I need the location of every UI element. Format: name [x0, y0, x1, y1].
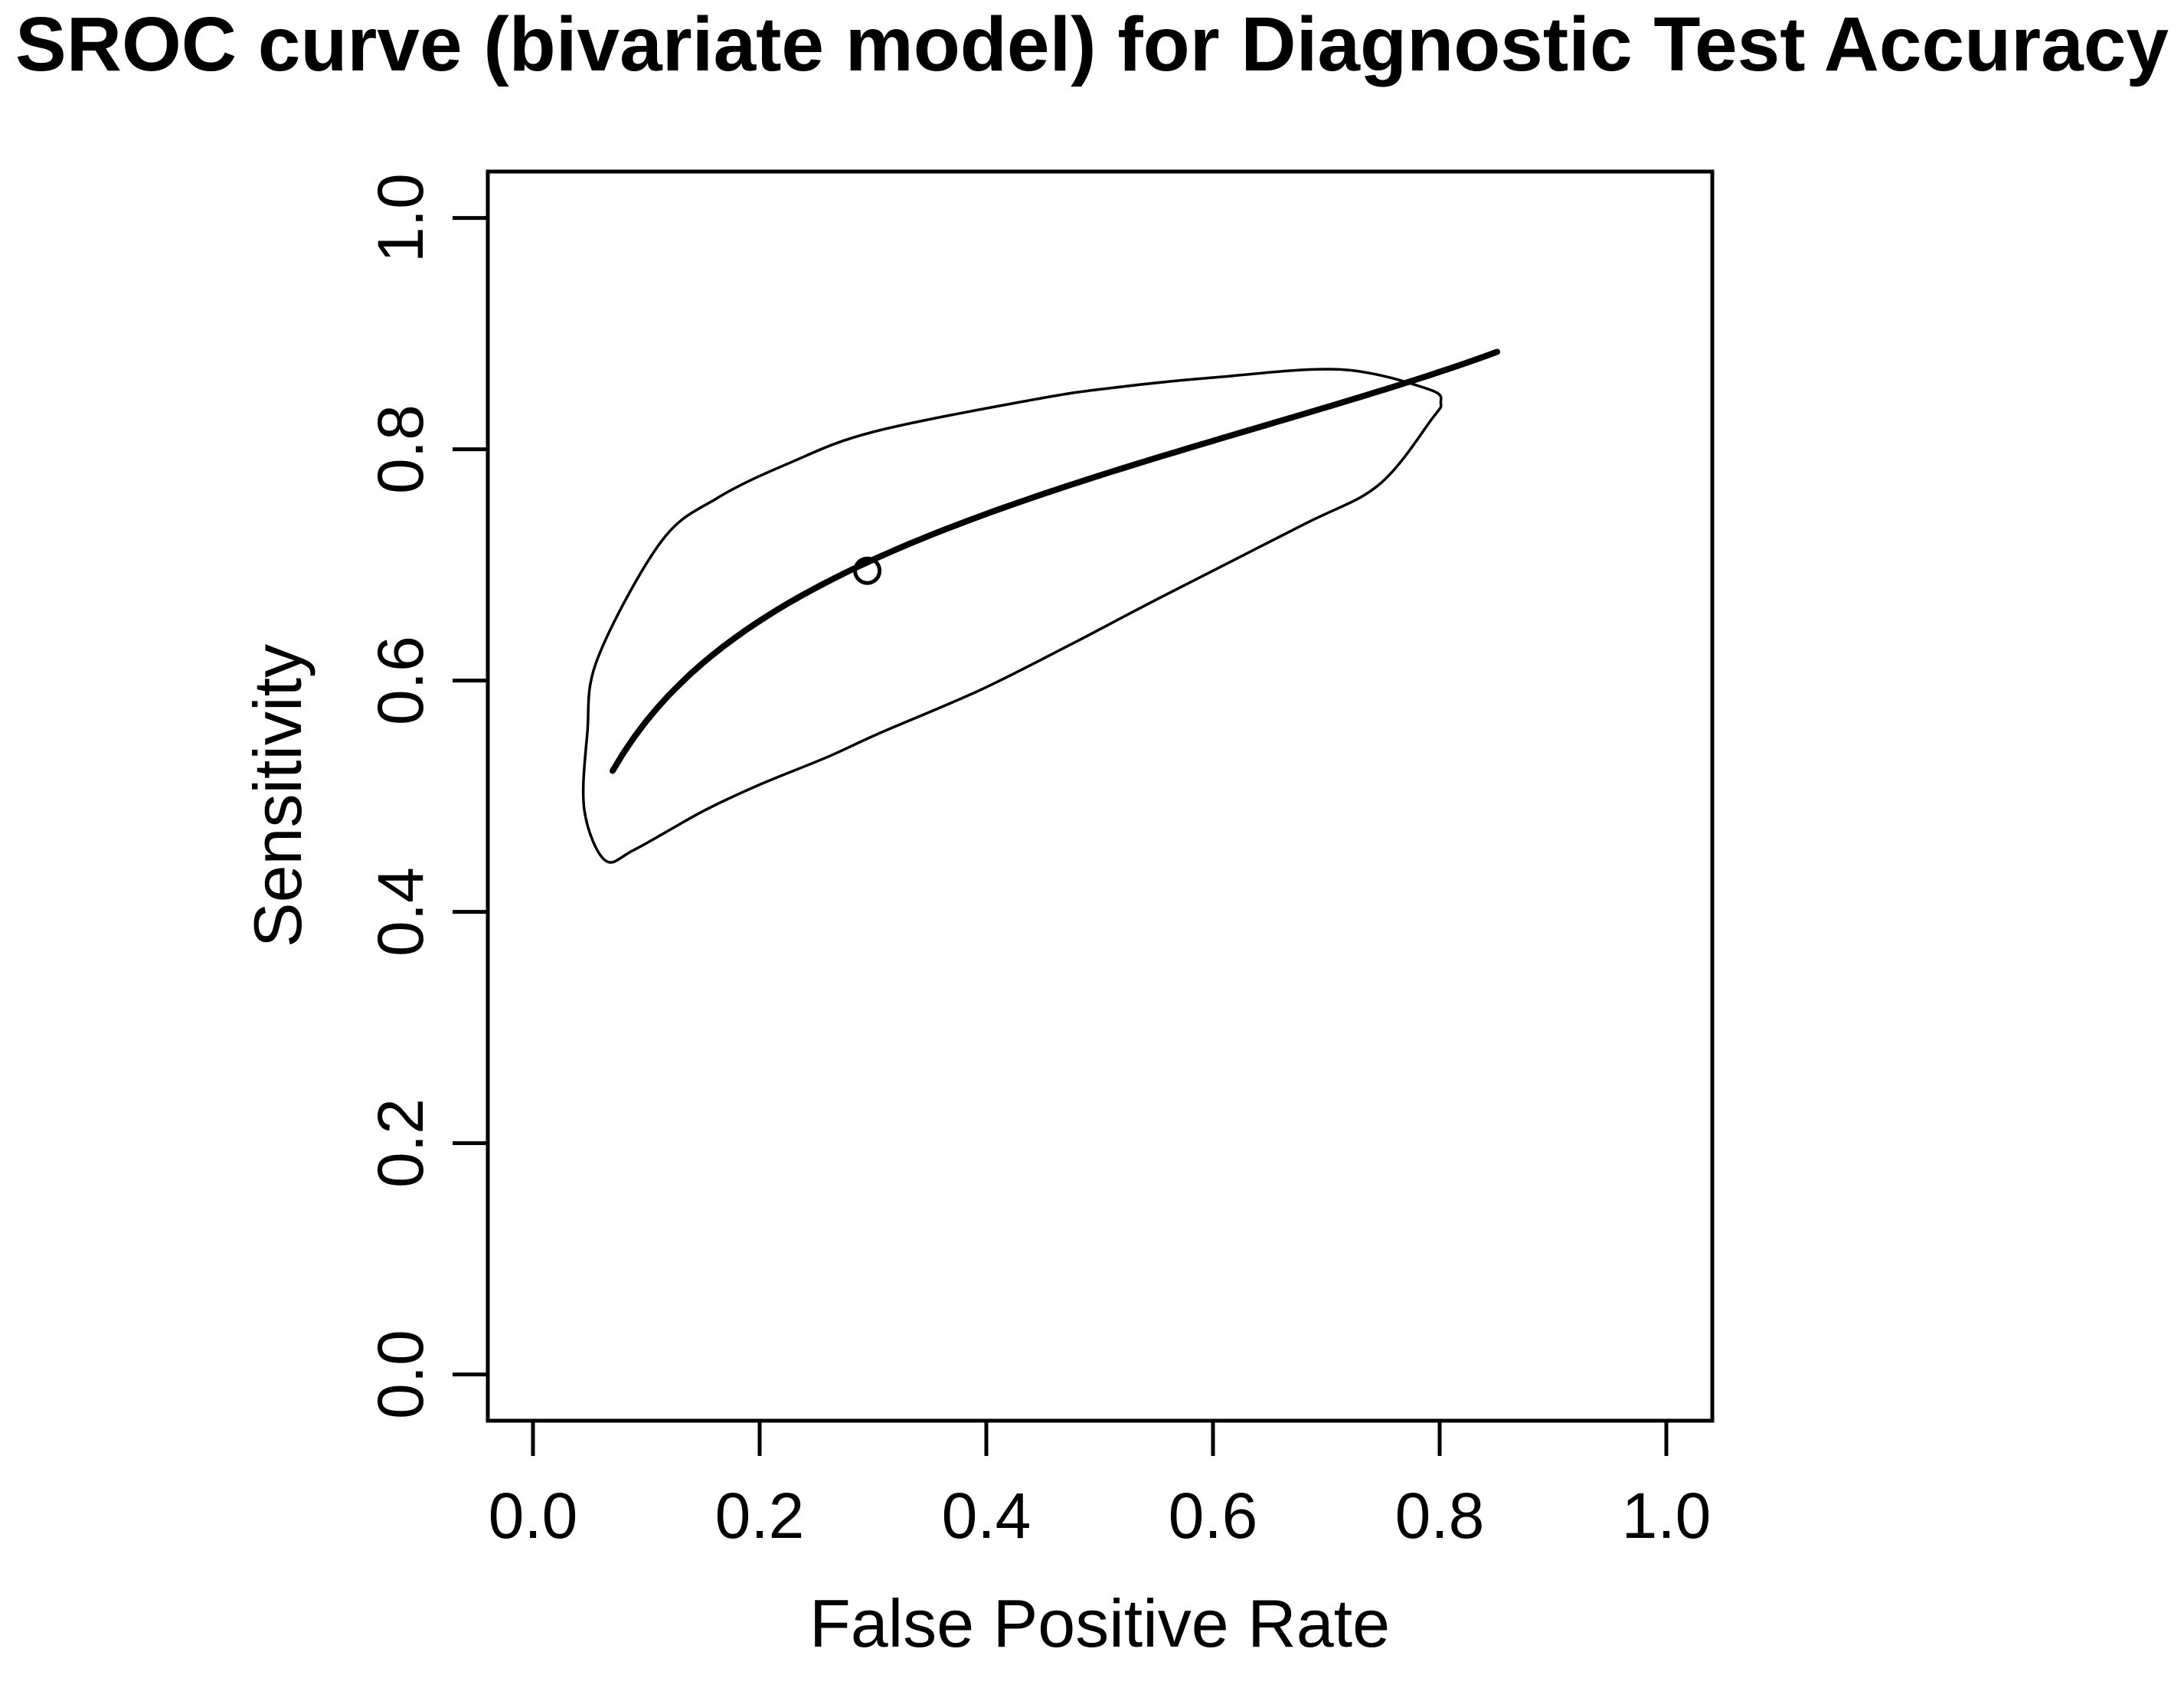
y-axis-title: Sensitivity	[240, 644, 316, 947]
x-tick-label: 1.0	[1622, 1480, 1712, 1552]
x-axis-title: False Positive Rate	[809, 1585, 1390, 1661]
y-tick-label: 0.4	[365, 867, 436, 957]
y-tick-label: 1.0	[365, 173, 436, 263]
x-tick-label: 0.4	[942, 1480, 1032, 1552]
y-tick-label: 0.2	[365, 1098, 436, 1188]
plot-frame	[486, 169, 1715, 1423]
y-tick-label: 0.8	[365, 404, 436, 494]
y-axis: 0.0 0.2 0.4 0.6 0.8 1.0	[365, 173, 488, 1419]
x-tick-label: 0.8	[1395, 1480, 1485, 1552]
x-tick-label: 0.0	[489, 1480, 578, 1552]
summary-point-marker	[853, 556, 882, 585]
y-tick-label: 0.6	[365, 636, 436, 725]
chart-title: SROC curve (bivariate model) for Diagnos…	[15, 2, 2169, 87]
x-tick-label: 0.6	[1169, 1480, 1258, 1552]
x-axis: 0.0 0.2 0.4 0.6 0.8 1.0	[489, 1421, 1712, 1552]
y-tick-label: 0.0	[365, 1330, 436, 1419]
confidence-region-curve	[581, 368, 1443, 864]
x-tick-label: 0.2	[715, 1480, 805, 1552]
sroc-curve	[610, 348, 1500, 774]
data-layer	[581, 348, 1500, 864]
